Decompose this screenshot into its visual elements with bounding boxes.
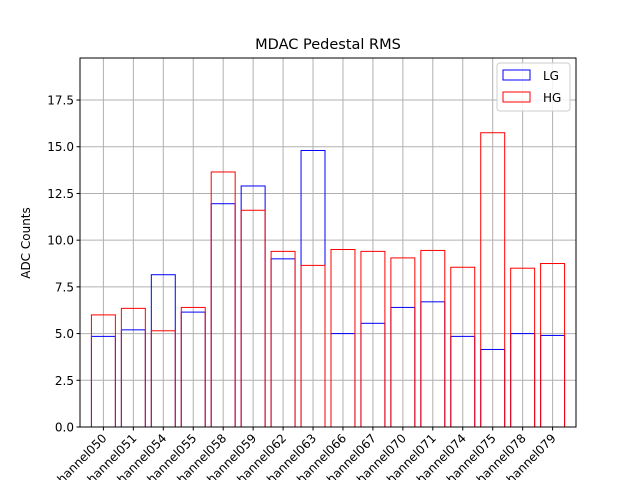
legend-swatch-hg: [502, 91, 531, 103]
plot-area-frame: [79, 57, 577, 428]
legend-swatch-lg: [502, 69, 531, 81]
legend-box: [496, 62, 571, 112]
legend: LG HG: [496, 62, 571, 112]
grid-lines: [80, 58, 576, 428]
y-tick-label: 15.0: [47, 140, 74, 154]
y-tick-label: 12.5: [47, 187, 74, 201]
y-axis: 0.0 2.5 5.0 7.5 10.0 12.5 15.0 17.5: [47, 94, 80, 435]
y-tick-label: 0.0: [55, 421, 74, 435]
y-tick-label: 10.0: [47, 234, 74, 248]
y-tick-label: 5.0: [55, 327, 74, 341]
y-axis-label: ADC Counts: [19, 207, 33, 279]
y-tick-label: 7.5: [55, 280, 74, 294]
y-tick-label: 2.5: [55, 374, 74, 388]
y-tick-label: 17.5: [47, 94, 74, 108]
legend-label-hg: HG: [543, 91, 561, 105]
legend-label-lg: LG: [543, 69, 559, 83]
chart-title: MDAC Pedestal RMS: [255, 37, 401, 53]
